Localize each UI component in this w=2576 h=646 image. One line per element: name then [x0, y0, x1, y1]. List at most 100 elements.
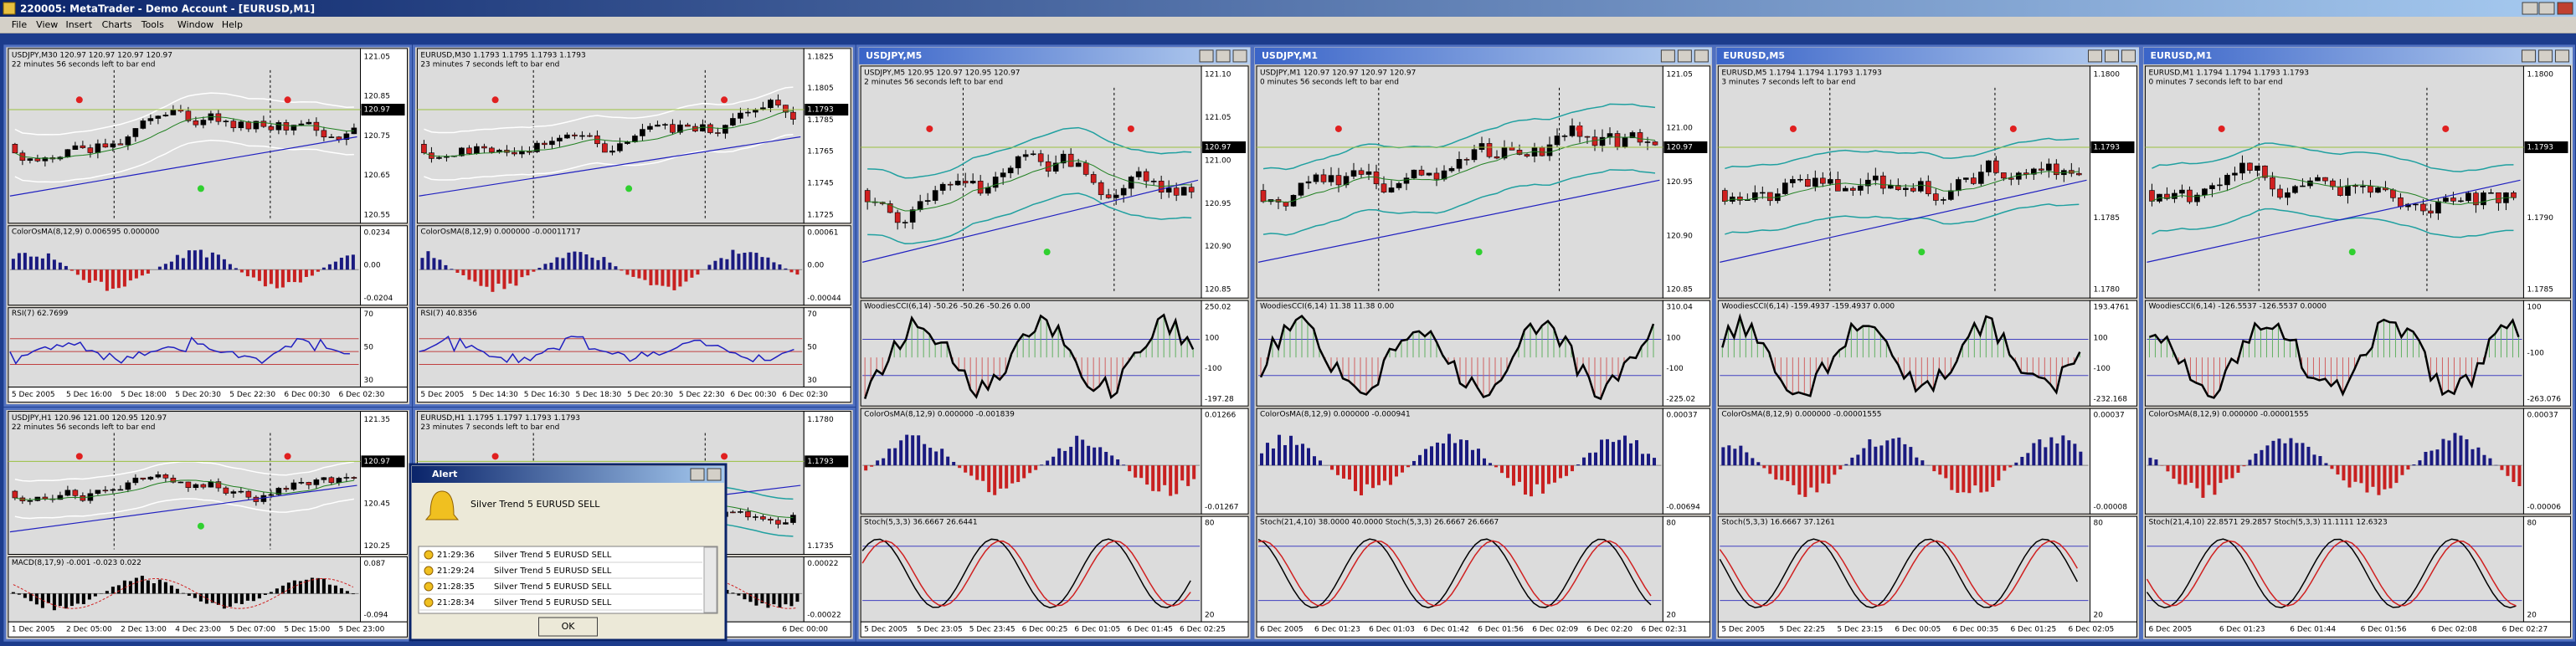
price-label: 1.1725	[807, 211, 834, 219]
window-minimize[interactable]	[2087, 49, 2102, 63]
pane-axis	[2522, 408, 2571, 515]
menu-item[interactable]: Help	[222, 19, 243, 30]
candle-body	[2458, 200, 2464, 203]
histogram-bar	[1786, 465, 1790, 482]
histogram-bar	[327, 264, 332, 270]
candle-body	[132, 477, 139, 484]
menu-item[interactable]: Charts	[102, 19, 132, 30]
candle-body	[1067, 153, 1074, 167]
candle-body	[745, 511, 751, 518]
alert-help-button[interactable]	[690, 468, 705, 481]
window-maximize[interactable]	[2537, 49, 2553, 63]
price-label: 1.1765	[807, 148, 834, 156]
window-close[interactable]	[2121, 49, 2136, 63]
time-label: 5 Dec 18:30	[575, 391, 621, 399]
time-label: 6 Dec 00:00	[782, 626, 828, 634]
histogram-bar	[2224, 465, 2229, 479]
candle-body	[328, 477, 335, 484]
price-label: 121.00	[1666, 125, 1693, 133]
indicator-axis-label: -0.094	[364, 612, 388, 620]
histogram-bar	[690, 269, 694, 278]
maximize-button[interactable]	[2538, 2, 2555, 15]
window-maximize[interactable]	[1677, 49, 1692, 63]
candle-body	[2360, 186, 2366, 187]
histogram-bar	[1727, 445, 1731, 466]
current-price: 1.1793	[2093, 143, 2120, 151]
histogram-bar	[678, 269, 682, 287]
signal-dot	[1576, 125, 1583, 132]
candle-body	[2398, 197, 2404, 208]
histogram-bar	[1063, 450, 1067, 466]
histogram-bar	[578, 252, 583, 270]
window-close[interactable]	[1232, 49, 1247, 63]
alert-close-button[interactable]	[707, 468, 722, 481]
histogram-bar	[1874, 446, 1878, 466]
candle-body	[1509, 146, 1515, 151]
price-label: 120.75	[364, 132, 391, 141]
histogram-bar	[905, 434, 909, 466]
histogram-bar	[128, 269, 132, 281]
candle-body	[1060, 153, 1067, 164]
histogram-bar	[75, 593, 80, 604]
histogram-bar	[754, 593, 758, 606]
menu-item[interactable]: Tools	[141, 19, 164, 30]
histogram-bar	[1046, 460, 1050, 466]
histogram-bar	[1844, 464, 1848, 466]
minimize-button[interactable]	[2522, 2, 2538, 15]
menu-item[interactable]: View	[36, 19, 58, 30]
candle-body	[962, 181, 969, 184]
histogram-bar	[923, 443, 927, 466]
histogram-bar	[87, 269, 91, 283]
window-maximize[interactable]	[1216, 49, 1231, 63]
histogram-bar	[280, 585, 285, 594]
pane-axis	[1662, 515, 1710, 623]
candle-body	[1335, 175, 1342, 186]
current-price: 1.1793	[807, 458, 834, 466]
histogram-bar	[561, 258, 565, 270]
menu-item[interactable]: File	[12, 19, 28, 30]
window-minimize[interactable]	[1660, 49, 1675, 63]
candle-body	[436, 156, 442, 159]
pane-axis	[2522, 300, 2571, 407]
candle-body	[238, 121, 244, 129]
candle-body	[1971, 177, 1977, 184]
window-minimize[interactable]	[2521, 49, 2536, 63]
bar-timer: 22 minutes 56 seconds left to bar end	[12, 423, 156, 432]
ok-button[interactable]	[538, 617, 598, 637]
candle-body	[1752, 192, 1758, 200]
candle-body	[1737, 196, 1743, 201]
pane-plot	[1717, 300, 2090, 407]
candle-body	[715, 132, 721, 134]
candle-body	[1388, 187, 1395, 192]
candle-body	[1358, 170, 1365, 175]
histogram-bar	[1559, 465, 1563, 479]
window-close[interactable]	[1694, 49, 1709, 63]
histogram-bar	[707, 264, 712, 270]
price-label: 1.1745	[807, 180, 834, 188]
histogram-bar	[2365, 465, 2369, 493]
close-button[interactable]	[2557, 2, 2573, 15]
indicator-axis-label: 70	[364, 310, 374, 319]
histogram-bar	[1075, 435, 1079, 466]
histogram-bar	[286, 582, 291, 594]
window-maximize[interactable]	[2104, 49, 2119, 63]
signal-dot	[1043, 249, 1051, 256]
window-close[interactable]	[2554, 49, 2569, 63]
menu-item[interactable]: Window	[177, 19, 213, 30]
window-minimize[interactable]	[1199, 49, 1214, 63]
histogram-bar	[1879, 445, 1884, 466]
candle-body	[64, 490, 71, 496]
indicator-axis-label: -100	[2093, 365, 2111, 373]
histogram-bar	[1430, 446, 1434, 466]
alert-title-bar	[412, 466, 724, 483]
histogram-bar	[778, 593, 782, 608]
time-label: 5 Dec 18:00	[121, 391, 167, 399]
histogram-bar	[58, 262, 62, 270]
histogram-bar	[2201, 465, 2205, 498]
candle-body	[64, 149, 71, 158]
candle-body	[132, 128, 139, 137]
menu-item[interactable]: Insert	[65, 19, 92, 30]
price-label: 1.1735	[807, 542, 834, 551]
candle-body	[1305, 181, 1312, 184]
candle-body	[489, 147, 495, 153]
